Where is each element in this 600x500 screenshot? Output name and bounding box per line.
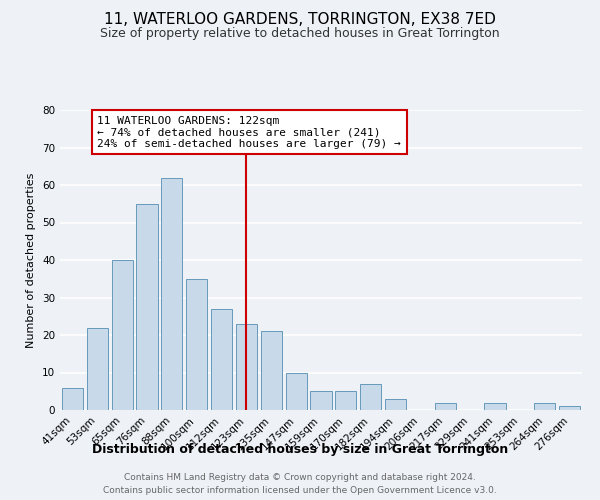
Text: Size of property relative to detached houses in Great Torrington: Size of property relative to detached ho… bbox=[100, 28, 500, 40]
Bar bbox=[87, 328, 108, 410]
Text: Contains HM Land Registry data © Crown copyright and database right 2024.: Contains HM Land Registry data © Crown c… bbox=[124, 472, 476, 482]
Bar bbox=[62, 388, 83, 410]
Bar bbox=[136, 204, 158, 410]
Bar bbox=[112, 260, 133, 410]
Bar bbox=[360, 384, 381, 410]
Bar bbox=[484, 402, 506, 410]
Y-axis label: Number of detached properties: Number of detached properties bbox=[26, 172, 37, 348]
Bar bbox=[211, 308, 232, 410]
Bar bbox=[559, 406, 580, 410]
Bar bbox=[186, 279, 207, 410]
Text: Distribution of detached houses by size in Great Torrington: Distribution of detached houses by size … bbox=[92, 442, 508, 456]
Bar bbox=[236, 324, 257, 410]
Bar bbox=[335, 391, 356, 410]
Bar bbox=[310, 391, 332, 410]
Bar bbox=[385, 399, 406, 410]
Text: Contains public sector information licensed under the Open Government Licence v3: Contains public sector information licen… bbox=[103, 486, 497, 495]
Bar bbox=[261, 331, 282, 410]
Text: 11, WATERLOO GARDENS, TORRINGTON, EX38 7ED: 11, WATERLOO GARDENS, TORRINGTON, EX38 7… bbox=[104, 12, 496, 28]
Bar bbox=[534, 402, 555, 410]
Bar bbox=[286, 372, 307, 410]
Text: 11 WATERLOO GARDENS: 122sqm
← 74% of detached houses are smaller (241)
24% of se: 11 WATERLOO GARDENS: 122sqm ← 74% of det… bbox=[97, 116, 401, 149]
Bar bbox=[435, 402, 456, 410]
Bar bbox=[161, 178, 182, 410]
